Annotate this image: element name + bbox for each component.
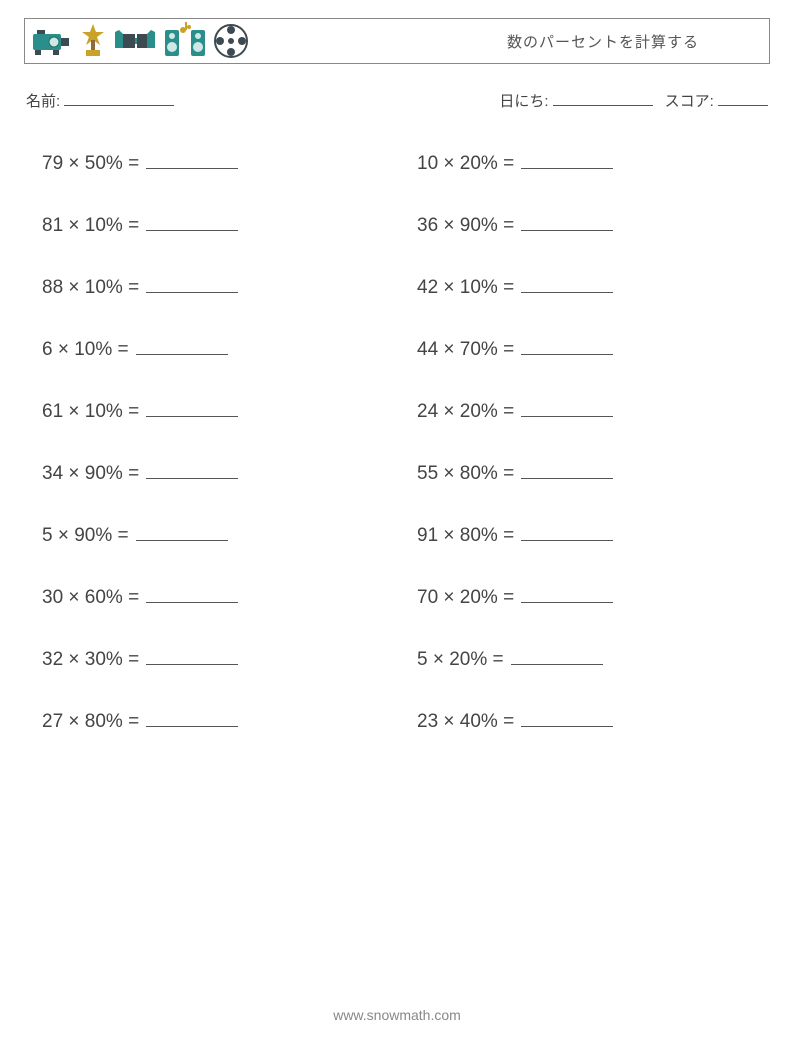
problem-expression: 27 × 80% = — [42, 711, 144, 732]
problem-expression: 88 × 10% = — [42, 277, 144, 298]
problem-expression: 24 × 20% = — [417, 401, 519, 422]
answer-blank[interactable] — [146, 399, 238, 417]
date-label: 日にち: — [499, 93, 548, 110]
answer-blank[interactable] — [521, 585, 613, 603]
problem-item: 79 × 50% = — [42, 151, 377, 175]
problem-item: 10 × 20% = — [417, 151, 752, 175]
problem-item: 6 × 10% = — [42, 337, 377, 361]
problem-expression: 30 × 60% = — [42, 587, 144, 608]
footer-url: www.snowmath.com — [0, 1007, 794, 1023]
problem-expression: 36 × 90% = — [417, 215, 519, 236]
problem-item: 36 × 90% = — [417, 213, 752, 237]
problem-expression: 61 × 10% = — [42, 401, 144, 422]
problem-item: 27 × 80% = — [42, 709, 377, 733]
problem-item: 5 × 90% = — [42, 523, 377, 547]
problem-item: 24 × 20% = — [417, 399, 752, 423]
score-blank[interactable] — [718, 90, 768, 106]
problem-item: 70 × 20% = — [417, 585, 752, 609]
problem-expression: 42 × 10% = — [417, 277, 519, 298]
name-label: 名前: — [26, 90, 60, 111]
answer-blank[interactable] — [521, 213, 613, 231]
problem-item: 61 × 10% = — [42, 399, 377, 423]
answer-blank[interactable] — [146, 585, 238, 603]
problem-expression: 5 × 20% = — [417, 649, 509, 670]
answer-blank[interactable] — [511, 647, 603, 665]
problem-expression: 6 × 10% = — [42, 339, 134, 360]
problem-item: 55 × 80% = — [417, 461, 752, 485]
answer-blank[interactable] — [146, 151, 238, 169]
meta-row: 名前: 日にち: スコア: — [24, 90, 770, 111]
answer-blank[interactable] — [521, 275, 613, 293]
answer-blank[interactable] — [146, 275, 238, 293]
problem-expression: 70 × 20% = — [417, 587, 519, 608]
projector-icon — [31, 24, 73, 58]
problem-expression: 81 × 10% = — [42, 215, 144, 236]
answer-blank[interactable] — [136, 523, 228, 541]
answer-blank[interactable] — [521, 337, 613, 355]
answer-blank[interactable] — [521, 399, 613, 417]
trophy-icon — [79, 22, 107, 60]
worksheet-header: 数のパーセントを計算する — [24, 18, 770, 64]
problem-item: 81 × 10% = — [42, 213, 377, 237]
name-blank[interactable] — [64, 90, 174, 106]
answer-blank[interactable] — [136, 337, 228, 355]
problem-expression: 55 × 80% = — [417, 463, 519, 484]
date-field: 日にち: — [499, 90, 652, 111]
problem-item: 5 × 20% = — [417, 647, 752, 671]
problem-item: 23 × 40% = — [417, 709, 752, 733]
answer-blank[interactable] — [146, 709, 238, 727]
problem-item: 44 × 70% = — [417, 337, 752, 361]
name-field: 名前: — [26, 90, 174, 111]
worksheet-title: 数のパーセントを計算する — [507, 31, 699, 52]
answer-blank[interactable] — [521, 461, 613, 479]
problem-expression: 34 × 90% = — [42, 463, 144, 484]
score-field: スコア: — [665, 90, 768, 111]
date-blank[interactable] — [553, 90, 653, 106]
problem-expression: 5 × 90% = — [42, 525, 134, 546]
problem-item: 42 × 10% = — [417, 275, 752, 299]
answer-blank[interactable] — [521, 709, 613, 727]
score-label: スコア: — [665, 93, 714, 110]
problem-expression: 23 × 40% = — [417, 711, 519, 732]
problem-expression: 32 × 30% = — [42, 649, 144, 670]
glasses-3d-icon — [113, 26, 157, 56]
answer-blank[interactable] — [146, 461, 238, 479]
header-icon-row — [31, 22, 249, 60]
problem-item: 30 × 60% = — [42, 585, 377, 609]
problem-expression: 91 × 80% = — [417, 525, 519, 546]
speakers-icon — [163, 22, 207, 60]
answer-blank[interactable] — [521, 523, 613, 541]
problems-grid: 79 × 50% = 10 × 20% = 81 × 10% = 36 × 90… — [24, 151, 770, 733]
answer-blank[interactable] — [146, 213, 238, 231]
problem-expression: 79 × 50% = — [42, 153, 144, 174]
problem-item: 32 × 30% = — [42, 647, 377, 671]
problem-item: 91 × 80% = — [417, 523, 752, 547]
answer-blank[interactable] — [146, 647, 238, 665]
problem-item: 34 × 90% = — [42, 461, 377, 485]
answer-blank[interactable] — [521, 151, 613, 169]
problem-expression: 10 × 20% = — [417, 153, 519, 174]
problem-item: 88 × 10% = — [42, 275, 377, 299]
problem-expression: 44 × 70% = — [417, 339, 519, 360]
film-reel-icon — [213, 23, 249, 59]
